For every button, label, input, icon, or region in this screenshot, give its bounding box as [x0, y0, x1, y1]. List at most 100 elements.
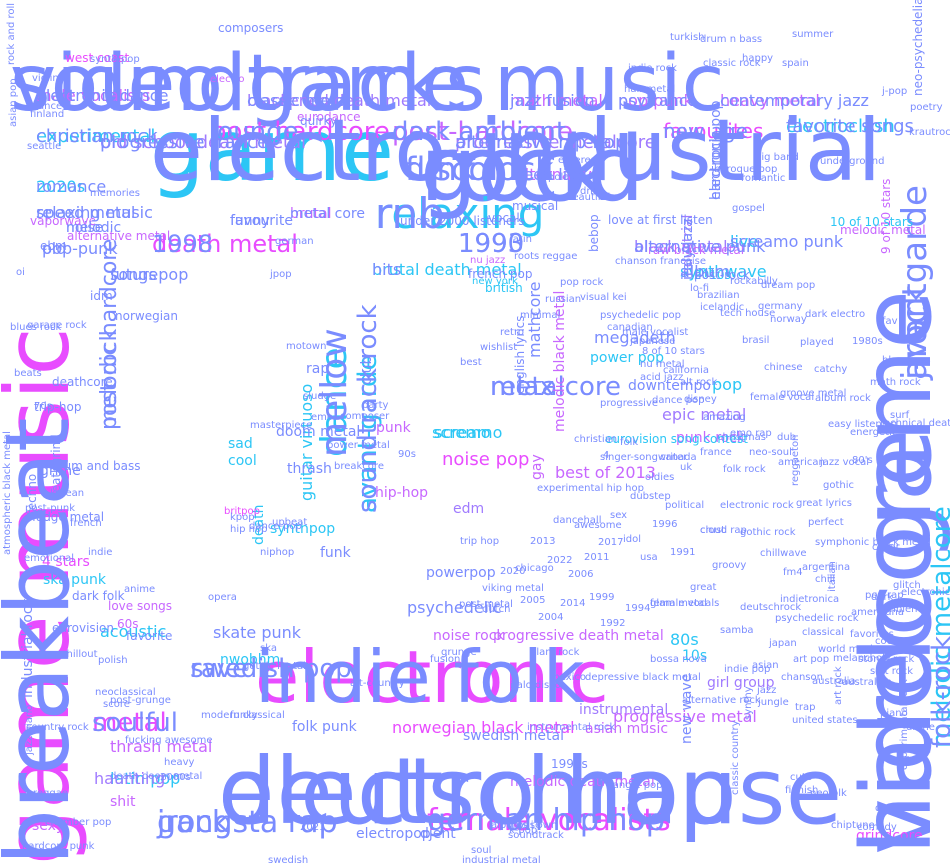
cloud-word: fav — [882, 316, 898, 327]
cloud-word: melancholy — [833, 653, 891, 664]
cloud-word: dutch — [482, 604, 510, 615]
cloud-word: soundtrack rock — [353, 304, 383, 513]
cloud-word: progressive trance — [100, 132, 268, 153]
cloud-word: beautiful — [566, 192, 610, 203]
cloud-word: pop rock — [560, 277, 604, 288]
cloud-word: electronic — [255, 635, 609, 719]
cloud-word: korean — [50, 488, 84, 499]
cloud-word: 2006 — [568, 569, 593, 580]
cloud-word: sad — [228, 436, 253, 452]
cloud-word: german hip hop — [427, 803, 665, 838]
cloud-word: j-rock — [895, 286, 935, 381]
cloud-word: jrock — [156, 805, 230, 840]
cloud-word: death — [251, 505, 267, 545]
cloud-word: hip-hop — [375, 485, 428, 501]
cloud-word: experimental — [36, 126, 155, 147]
cloud-word: tech house — [720, 308, 775, 319]
cloud-word: upbeat — [272, 517, 307, 528]
cloud-word: melodic hardcore — [97, 239, 122, 430]
cloud-word: 2020s — [36, 177, 85, 196]
cloud-word: electroclash — [786, 116, 895, 137]
cloud-word: 8 of 10 stars — [642, 346, 705, 357]
cloud-word: club — [359, 356, 375, 385]
cloud-word: new york — [472, 276, 518, 287]
cloud-word: perfect — [808, 517, 844, 528]
cloud-word: atmospheric black metal — [2, 431, 13, 555]
cloud-word: sex — [610, 510, 627, 521]
cloud-word: old — [42, 239, 66, 258]
cloud-word: post-punk — [25, 503, 75, 514]
cloud-word: reggae — [33, 788, 68, 799]
cloud-word: post-metal — [459, 599, 513, 610]
cloud-word: male vocalist — [622, 327, 688, 338]
cloud-word: hip hop — [230, 524, 267, 535]
cloud-word: folk-rock — [927, 636, 950, 748]
cloud-word: dnb — [580, 186, 599, 197]
cloud-word: post rock — [97, 328, 122, 430]
cloud-word: girl group — [707, 675, 775, 691]
cloud-word: 2014 — [560, 598, 585, 609]
cloud-word: emotional — [24, 553, 74, 564]
cloud-word: chamber pop — [45, 817, 111, 828]
cloud-word: polish — [98, 655, 128, 666]
cloud-word: album rock — [815, 393, 871, 404]
cloud-word: 2020 — [500, 566, 525, 577]
cloud-word: brazilian — [697, 290, 740, 301]
cloud-word: noise pop — [442, 449, 529, 470]
cloud-word: funky — [230, 710, 258, 721]
cloud-word: experimental hip hop — [537, 483, 644, 494]
cloud-word: grindcore — [856, 828, 923, 844]
cloud-word: instrumental — [579, 702, 668, 718]
cloud-word: synthpop — [270, 521, 335, 537]
cloud-word: canada — [660, 452, 697, 463]
cloud-word: italian — [827, 561, 838, 592]
cloud-word: happy — [742, 53, 773, 64]
cloud-word: video game music — [10, 39, 725, 129]
cloud-word: electro-industrial — [150, 101, 881, 201]
cloud-word: melodic metalcore — [927, 506, 950, 748]
cloud-word: modern classical — [201, 710, 285, 721]
cloud-word: best — [460, 357, 482, 368]
cloud-word: kpop — [230, 512, 255, 523]
cloud-word: power metal — [327, 440, 390, 451]
cloud-word: 10s — [682, 648, 707, 664]
cloud-word: ebm — [40, 239, 67, 253]
cloud-word: jungle — [757, 697, 789, 708]
cloud-word: 2021 — [300, 822, 325, 833]
cloud-word: piano — [880, 708, 908, 719]
cloud-word: 2011 — [584, 552, 609, 563]
cloud-word: 1994 — [625, 603, 650, 614]
cloud-word: jazz fusion — [509, 91, 595, 110]
cloud-word: 2005 — [520, 595, 545, 606]
cloud-word: asian pop — [8, 78, 19, 127]
cloud-word: progressive metalcore — [455, 132, 656, 153]
cloud-word: energetic — [850, 427, 897, 438]
cloud-word: roots reggae — [514, 251, 577, 262]
cloud-word: dark electro — [805, 309, 865, 320]
cloud-word: dance pop — [652, 395, 704, 406]
cloud-word: 4 — [603, 450, 609, 461]
cloud-word: christian — [574, 434, 617, 445]
cloud-word: mexico — [550, 672, 586, 683]
cloud-word: female vocals — [650, 598, 719, 609]
cloud-word: rap — [306, 361, 329, 377]
cloud-word: male vocalists — [36, 86, 150, 105]
cloud-word: soft rock — [870, 666, 913, 677]
cloud-word: deutschrock — [740, 602, 801, 613]
cloud-word: math metal — [510, 91, 603, 110]
cloud-word: fucking awesome — [125, 735, 212, 746]
cloud-word: asian — [752, 660, 779, 671]
cloud-word: disney — [684, 394, 717, 405]
cloud-word: romantic — [741, 173, 785, 184]
cloud-word: country — [875, 636, 913, 647]
cloud-word: neo-psychedelia — [911, 0, 925, 96]
cloud-word: groovy — [712, 560, 746, 571]
cloud-word: favorites — [850, 629, 894, 640]
cloud-word: samba — [720, 625, 754, 636]
cloud-word: favorite songs — [786, 116, 914, 137]
cloud-word: neoclassical — [95, 687, 156, 698]
cloud-word: game music — [0, 327, 89, 865]
cloud-word: niphop — [260, 547, 294, 558]
cloud-word: dark ambient — [392, 117, 566, 147]
cloud-word: retro — [500, 327, 524, 338]
